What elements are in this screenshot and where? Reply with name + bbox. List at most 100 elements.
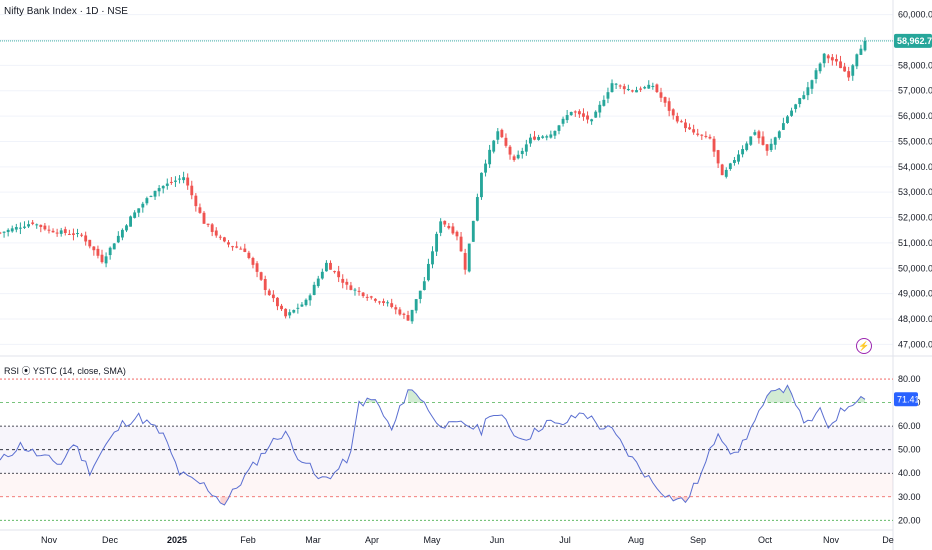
candle: [737, 154, 740, 162]
candle: [47, 229, 51, 231]
candle: [810, 80, 814, 89]
candle: [247, 252, 251, 258]
candle: [557, 125, 561, 131]
candle: [190, 185, 194, 196]
candle: [222, 237, 226, 242]
candle: [373, 298, 377, 301]
price-tick-label: 60,000.00: [898, 10, 932, 20]
price-tick-label: 55,000.00: [898, 136, 932, 146]
time-tick-label: Apr: [365, 535, 379, 545]
candle: [31, 222, 35, 224]
candle: [202, 212, 206, 224]
price-tick-label: 57,000.00: [898, 86, 932, 96]
candle: [341, 278, 345, 283]
candle: [394, 307, 398, 310]
candle: [198, 207, 202, 213]
candle: [280, 305, 283, 310]
rsi-value-badge: [894, 392, 918, 407]
candle: [35, 224, 39, 226]
candle: [753, 132, 757, 135]
candle: [843, 66, 847, 72]
candle: [418, 290, 422, 299]
candle: [675, 115, 679, 122]
candle: [239, 248, 243, 250]
price-tick-label: 52,000.00: [898, 213, 932, 223]
candle: [431, 251, 434, 265]
candle: [267, 290, 271, 296]
candle: [533, 136, 536, 140]
candle: [790, 110, 793, 116]
candle: [402, 313, 406, 315]
candle: [663, 97, 667, 103]
candle: [14, 227, 18, 230]
candle: [496, 131, 500, 140]
candle: [369, 296, 373, 298]
candle: [647, 84, 651, 89]
time-tick-label: Sep: [690, 535, 706, 545]
candle: [475, 197, 479, 221]
candle: [773, 137, 777, 145]
candle: [304, 299, 308, 306]
candle: [349, 285, 353, 290]
lightning-icon[interactable]: ⚡: [856, 338, 872, 354]
candle: [488, 149, 492, 165]
candle: [345, 281, 349, 285]
candle: [655, 84, 659, 92]
candle: [830, 57, 834, 61]
candle: [512, 156, 516, 161]
candle: [92, 246, 96, 251]
candle: [51, 230, 55, 233]
time-tick-label: Nov: [823, 535, 840, 545]
candle: [480, 172, 483, 198]
time-tick-label: Aug: [628, 535, 644, 545]
candle: [622, 86, 626, 90]
candle: [798, 98, 802, 105]
candle: [76, 233, 79, 235]
time-tick-label: Dec: [102, 535, 119, 545]
price-tick-label: 54,000.00: [898, 162, 932, 172]
candle: [545, 136, 549, 138]
time-tick-label: De: [882, 535, 894, 545]
candle: [210, 224, 214, 232]
candle: [749, 136, 753, 145]
candle: [565, 115, 569, 121]
candle: [700, 134, 704, 136]
candle: [643, 87, 647, 89]
candle: [361, 292, 365, 297]
time-tick-label: Nov: [41, 535, 58, 545]
candle: [382, 301, 385, 304]
candle: [88, 239, 92, 247]
candle: [112, 243, 116, 250]
candle: [271, 294, 275, 299]
candle: [463, 253, 467, 270]
candle: [296, 307, 300, 309]
rsi-tick-label: 50.00: [898, 445, 921, 455]
candle: [406, 315, 410, 321]
candle: [839, 61, 842, 69]
candle: [781, 123, 785, 130]
rsi-lower-zone: [0, 473, 893, 497]
candle: [214, 230, 218, 236]
candle: [186, 177, 190, 186]
candle: [255, 263, 259, 272]
candle: [516, 154, 520, 159]
rsi-oversold-fill: [673, 496, 690, 503]
candle: [174, 180, 177, 182]
candle: [847, 71, 851, 78]
candle: [679, 121, 683, 123]
candle: [39, 224, 43, 228]
candle: [108, 247, 112, 256]
price-tick-label: 56,000.00: [898, 111, 932, 121]
price-tick-label: 50,000.00: [898, 263, 932, 273]
rsi-tick-label: 80.00: [898, 374, 921, 384]
candle: [594, 111, 598, 118]
candle: [455, 231, 459, 237]
candle: [125, 225, 128, 231]
candle: [312, 284, 316, 295]
candle: [398, 309, 402, 315]
candle: [598, 104, 602, 113]
rsi-tick-label: 60.00: [898, 421, 921, 431]
candle: [67, 233, 71, 235]
candle: [537, 137, 541, 140]
